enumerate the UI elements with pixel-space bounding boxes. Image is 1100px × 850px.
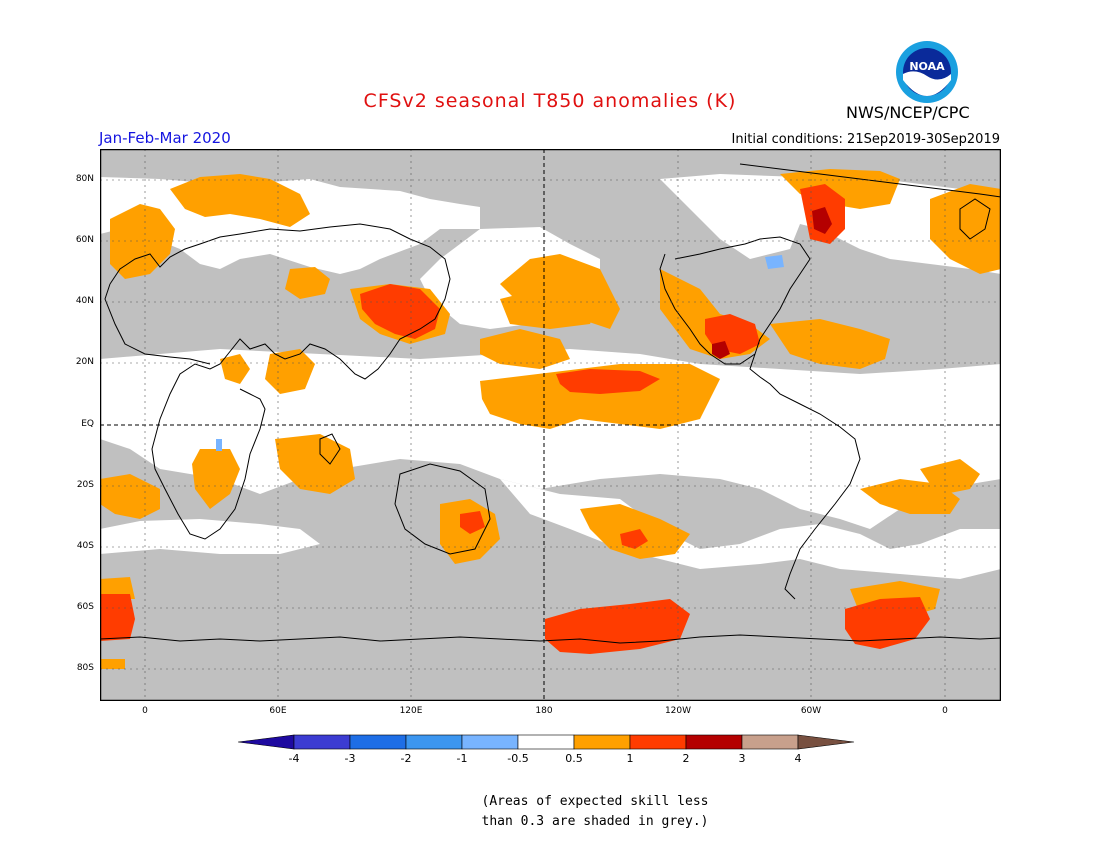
legend-swatch	[573, 734, 631, 750]
legend-swatches	[238, 734, 855, 750]
skill-note-line1: (Areas of expected skill less	[481, 794, 709, 809]
lon-label-60e: 60E	[269, 706, 287, 716]
anomaly-map	[100, 149, 1001, 701]
lat-label-eq: EQ	[81, 419, 94, 429]
noaa-logo-text: NOAA	[909, 60, 945, 73]
legend-swatch	[293, 734, 351, 750]
neutral-white-areas	[100, 174, 1001, 579]
lat-label-80s: 80S	[76, 663, 94, 673]
initial-conditions: Initial conditions: 21Sep2019-30Sep2019	[731, 132, 1000, 147]
legend-swatch	[629, 734, 687, 750]
lon-label-0-east: 0	[942, 706, 948, 716]
map-frame	[100, 149, 1001, 701]
legend-tick-label: -3	[344, 752, 356, 765]
lon-label-120w: 120W	[664, 706, 692, 716]
legend-swatch	[461, 734, 519, 750]
legend-tick-label: 2	[682, 752, 690, 765]
anomaly-negative	[216, 255, 784, 451]
legend-tick-label: -0.5	[507, 752, 529, 765]
legend-tick-label: 1	[626, 752, 634, 765]
map-gridlines	[100, 149, 1001, 701]
forecast-period: Jan-Feb-Mar 2020	[99, 129, 231, 147]
legend-swatch	[238, 734, 295, 750]
lat-label-40n: 40N	[75, 296, 94, 306]
legend-tick-label: -2	[400, 752, 412, 765]
agency-name: NWS/NCEP/CPC	[846, 103, 970, 122]
lat-label-60s: 60S	[76, 602, 94, 612]
lon-label-180: 180	[535, 706, 553, 716]
lon-label-60w: 60W	[800, 706, 822, 716]
legend-swatch	[517, 734, 575, 750]
color-legend	[238, 734, 855, 750]
lon-label-0-west: 0	[142, 706, 148, 716]
skill-note-line2: than 0.3 are shaded in grey.)	[481, 814, 709, 829]
legend-tick-label: 4	[794, 752, 802, 765]
legend-swatch	[405, 734, 463, 750]
map-axes	[100, 149, 1001, 701]
legend-swatch	[741, 734, 799, 750]
legend-tick-label: -4	[288, 752, 300, 765]
legend-swatch	[685, 734, 743, 750]
anomaly-0-5-to-1	[100, 169, 1001, 669]
coastlines	[100, 163, 1001, 644]
legend-tick-label: 0.5	[565, 752, 583, 765]
lat-label-20s: 20S	[76, 480, 94, 490]
lat-label-40s: 40S	[76, 541, 94, 551]
lat-label-60n: 60N	[75, 235, 94, 245]
legend-swatch	[349, 734, 407, 750]
lat-label-20n: 20N	[75, 357, 94, 367]
skill-note: (Areas of expected skill less than 0.3 a…	[470, 792, 720, 832]
noaa-logo: NOAA	[896, 41, 958, 103]
lat-label-80n: 80N	[75, 174, 94, 184]
legend-swatch	[797, 734, 855, 750]
legend-tick-label: -1	[456, 752, 468, 765]
lon-label-120e: 120E	[399, 706, 423, 716]
anomaly-2-to-3	[712, 207, 832, 359]
map-title: CFSv2 seasonal T850 anomalies (K)	[363, 90, 737, 112]
legend-tick-label: 3	[738, 752, 746, 765]
